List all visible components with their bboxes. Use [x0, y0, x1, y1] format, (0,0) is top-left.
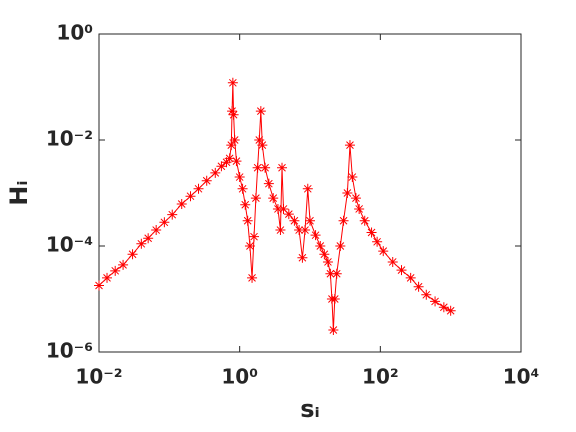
data-point — [102, 272, 113, 283]
data-point — [237, 183, 248, 194]
data-point — [347, 172, 358, 183]
data-point — [344, 140, 355, 151]
data-point — [151, 225, 162, 236]
data-point — [252, 162, 263, 173]
data-point — [438, 302, 449, 313]
data-point — [257, 140, 268, 151]
data-point — [159, 217, 170, 228]
data-point — [278, 203, 289, 214]
y-tick-label: 10⁰ — [56, 21, 93, 45]
data-point — [226, 140, 237, 151]
data-point — [338, 215, 349, 226]
data-point — [210, 167, 221, 178]
data-point — [283, 209, 294, 220]
data-point — [328, 325, 339, 336]
data-point — [249, 231, 260, 242]
data-point — [396, 265, 407, 276]
data-point — [300, 225, 311, 236]
data-point — [185, 191, 196, 202]
data-point — [254, 135, 265, 145]
data-point — [445, 305, 456, 316]
data-point — [242, 215, 253, 226]
data-point — [294, 225, 305, 236]
data-point — [110, 265, 121, 276]
data-point — [263, 178, 274, 189]
data-point — [250, 193, 261, 204]
data-point — [315, 241, 326, 251]
data-point — [319, 249, 330, 260]
data-point — [302, 183, 313, 194]
data-point — [322, 256, 333, 267]
data-point — [421, 289, 432, 300]
data-point — [275, 225, 286, 236]
data-point — [329, 294, 340, 304]
data-point — [372, 236, 383, 247]
data-point — [405, 272, 416, 283]
data-point — [143, 233, 154, 244]
data-point — [366, 227, 377, 238]
data-point — [342, 188, 353, 198]
data-point — [136, 238, 147, 249]
x-tick-label: 10² — [362, 365, 399, 389]
data-point — [193, 183, 204, 194]
y-tick-label: 10⁻⁶ — [46, 339, 93, 363]
y-tick-label: 10⁻² — [46, 127, 93, 151]
data-point — [305, 215, 315, 226]
data-point — [331, 268, 342, 279]
data-point — [224, 153, 235, 164]
data-point — [227, 77, 238, 88]
data-point — [272, 203, 283, 214]
data-point — [118, 259, 129, 270]
data-point — [277, 162, 288, 173]
data-point — [176, 199, 187, 210]
data-point — [244, 241, 255, 251]
data-point — [127, 249, 138, 260]
x-tick-label: 10⁰ — [221, 365, 258, 389]
data-point — [378, 246, 389, 257]
data-point — [354, 203, 365, 214]
data-point — [430, 296, 441, 307]
plot-frame — [98, 33, 522, 353]
data-point — [387, 256, 398, 267]
data-point — [289, 215, 300, 226]
data-point — [350, 193, 361, 204]
data-point — [234, 172, 245, 183]
data-point — [228, 109, 239, 120]
data-point — [335, 241, 346, 251]
data-point — [216, 161, 227, 172]
x-axis-label: sᵢ — [300, 395, 320, 423]
data-point — [94, 280, 104, 291]
data-point — [229, 135, 240, 145]
data-point — [247, 272, 258, 283]
data-point — [297, 252, 308, 263]
x-tick-label: 10⁴ — [503, 365, 540, 389]
data-point — [255, 106, 266, 117]
data-point — [167, 209, 178, 220]
data-point — [413, 281, 424, 292]
data-point — [325, 268, 336, 279]
data-point — [359, 215, 370, 226]
data-point — [310, 230, 321, 241]
data-point — [240, 199, 251, 210]
x-tick-label: 10⁻² — [75, 365, 122, 389]
data-point — [221, 157, 232, 168]
y-axis-label: Hᵢ — [5, 180, 33, 205]
data-point — [201, 175, 212, 186]
y-tick-label: 10⁻⁴ — [46, 233, 93, 257]
data-point — [227, 106, 238, 117]
data-point — [268, 193, 279, 204]
data-point — [260, 162, 271, 173]
data-point — [231, 156, 242, 167]
